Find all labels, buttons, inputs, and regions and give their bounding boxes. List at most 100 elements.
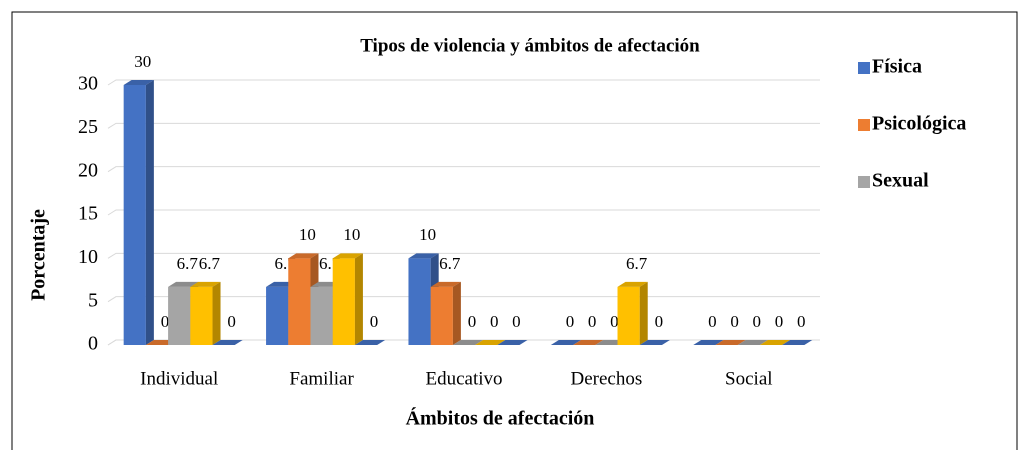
bar-top	[759, 340, 791, 345]
bar-top	[573, 340, 604, 345]
y-tick-label: 20	[78, 159, 98, 181]
bar-top	[452, 340, 484, 345]
data-label: 0	[512, 312, 521, 331]
bar	[550, 340, 582, 345]
y-tick-label: 30	[78, 73, 98, 95]
data-label: 6.7	[626, 254, 648, 273]
bar	[759, 340, 791, 345]
bar	[190, 281, 221, 345]
bar-top	[639, 340, 670, 345]
data-label: 0	[655, 312, 664, 331]
bar-front	[123, 85, 146, 345]
grid-line	[107, 166, 820, 173]
bar-front	[288, 258, 311, 345]
legend-swatch	[858, 176, 870, 188]
y-tick-label: 10	[78, 246, 98, 268]
bar-top	[123, 80, 154, 85]
data-label: 30	[134, 52, 151, 71]
bar-top	[212, 340, 243, 345]
bar-top	[288, 253, 319, 259]
bar-front	[310, 286, 333, 345]
bar-side	[639, 281, 648, 345]
frame	[11, 11, 1018, 450]
bar-top	[168, 281, 199, 287]
data-label: 0	[468, 312, 477, 331]
legend-label: Psicológica	[872, 113, 966, 135]
grid-line	[107, 252, 820, 259]
data-label: 6.7	[177, 254, 199, 273]
bar-top	[408, 253, 439, 259]
bar-front	[168, 286, 191, 345]
grid-line	[107, 209, 820, 216]
bar	[497, 340, 528, 345]
bar-front	[430, 286, 453, 345]
x-tick-label: Individual	[140, 368, 218, 389]
bar	[693, 340, 724, 345]
legend-label: Sexual	[872, 170, 929, 192]
bar-front	[332, 258, 355, 345]
legend-swatch	[858, 62, 870, 74]
bar	[475, 340, 506, 345]
y-tick-label: 0	[88, 333, 98, 355]
data-label: 10	[299, 225, 316, 244]
bar-side	[212, 281, 221, 345]
bar-top	[617, 281, 648, 287]
bar-top	[430, 281, 461, 287]
grid-line	[107, 122, 820, 129]
legend-label: Física	[872, 56, 922, 78]
data-label: 10	[419, 225, 436, 244]
grid-line	[107, 79, 820, 86]
data-label: 0	[753, 312, 762, 331]
y-tick-label: 15	[78, 203, 98, 225]
y-tick-label: 5	[88, 289, 98, 311]
data-label: 0	[775, 312, 784, 331]
data-label: 6.7	[199, 254, 221, 273]
bar-top	[497, 340, 528, 345]
bar-top	[332, 253, 363, 259]
x-tick-label: Derechos	[571, 368, 643, 389]
bar-side	[354, 253, 363, 345]
bar-front	[408, 258, 431, 345]
data-label: 0	[588, 312, 597, 331]
data-label: 6.7	[439, 254, 461, 273]
bar	[737, 340, 768, 345]
bar-top	[693, 340, 724, 345]
bar	[782, 340, 813, 345]
data-label: 0	[566, 312, 575, 331]
x-tick-label: Familiar	[289, 368, 354, 389]
bar	[354, 340, 386, 345]
data-label: 0	[708, 312, 717, 331]
bar-top	[475, 340, 506, 345]
bar-top	[190, 281, 221, 287]
data-label: 0	[370, 312, 379, 331]
bar	[332, 253, 363, 345]
bar-top	[550, 340, 582, 345]
bar	[212, 340, 243, 345]
bar-front	[617, 286, 640, 345]
data-label: 0	[161, 312, 170, 331]
bar-side	[145, 80, 154, 345]
bar-front	[190, 286, 213, 345]
data-label: 0	[490, 312, 499, 331]
bar-top	[782, 340, 813, 345]
y-axis-title: Porcentaje	[28, 209, 50, 301]
bar	[430, 281, 461, 345]
y-tick-label: 25	[78, 116, 98, 138]
data-label: 0	[730, 312, 739, 331]
grid-line	[107, 296, 820, 303]
x-tick-label: Educativo	[425, 368, 502, 389]
bar	[639, 340, 670, 345]
bar	[452, 340, 484, 345]
legend-swatch	[858, 119, 870, 131]
bar	[573, 340, 604, 345]
chart-title: Tipos de violencia y ámbitos de afectaci…	[360, 35, 700, 56]
data-label: 0	[797, 312, 806, 331]
data-label: 0	[227, 312, 236, 331]
x-axis-title: Ámbitos de afectación	[406, 407, 595, 430]
bar-top	[737, 340, 768, 345]
data-label: 10	[343, 225, 360, 244]
data-label: 0	[610, 312, 619, 331]
bar-top	[354, 340, 386, 345]
x-tick-label: Social	[725, 368, 773, 389]
